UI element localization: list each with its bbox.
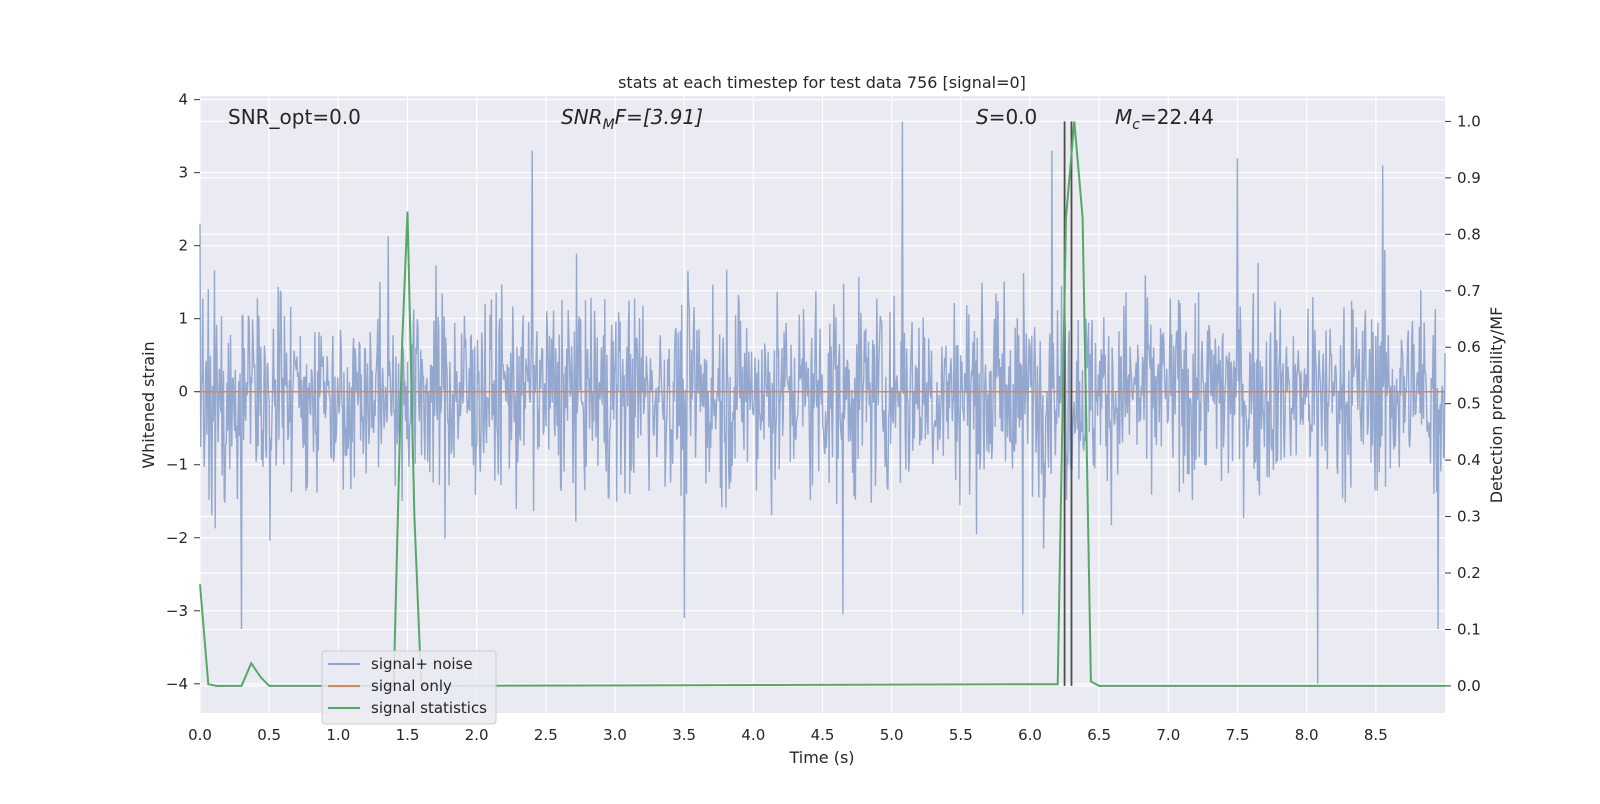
series-signal-statistics	[199, 121, 1445, 687]
x-tick-label: 3.0	[603, 726, 627, 744]
x-tick-label: 4.5	[811, 726, 835, 744]
y-left-tick-label: −1	[166, 456, 188, 474]
x-tick-label: 7.0	[1156, 726, 1180, 744]
x-tick-labels: 0.0 0.5 1.0 1.5 2.0 2.5 3.0 3.5 4.0 4.5 5.0 5.5 6.0 6…	[188, 726, 1388, 744]
vertical-markers	[1063, 121, 1073, 686]
chart-title: stats at each timestep for test data 756…	[618, 73, 1026, 92]
y-left-tick-label: −3	[166, 602, 188, 620]
legend-label-signal-only: signal only	[371, 677, 452, 695]
y-right-tick-label: 0.1	[1457, 620, 1481, 638]
x-tick-label: 8.0	[1295, 726, 1319, 744]
y-right-tick-label: 0.4	[1457, 451, 1481, 469]
legend-label-signal-statistics: signal statistics	[371, 699, 487, 717]
y-right-tick-label: 0.3	[1457, 508, 1481, 526]
x-tick-label: 6.0	[1018, 726, 1042, 744]
s-main: S	[976, 105, 989, 129]
y-left-tick-labels: 4 3 2 1 0 −1 −2 −3 −4	[166, 91, 200, 693]
x-tick-label: 2.0	[465, 726, 489, 744]
annotation-snr-opt: SNR_opt=0.0	[228, 105, 361, 129]
s-rest: =0.0	[989, 105, 1038, 129]
y-right-tick-label: 1.0	[1457, 112, 1481, 130]
x-tick-label: 7.5	[1226, 726, 1250, 744]
noise-line	[199, 121, 1446, 684]
x-tick-label: 1.0	[326, 726, 350, 744]
y-right-tick-label: 0.6	[1457, 338, 1481, 356]
x-tick-label: 2.5	[534, 726, 558, 744]
legend: signal+ noise signal only signal statist…	[321, 650, 497, 725]
y-left-tick-label: −2	[166, 529, 188, 547]
annotation-mc: Mc=22.44	[1115, 105, 1214, 133]
y-left-tick-label: 3	[178, 164, 188, 182]
x-tick-label: 4.0	[741, 726, 765, 744]
plot-area	[199, 96, 1446, 713]
x-tick-label: 0.0	[188, 726, 212, 744]
snr-mf-main: SNR	[561, 105, 603, 129]
annotation-s: S=0.0	[976, 105, 1037, 129]
y-right-tick-label: 0.0	[1457, 677, 1481, 695]
x-tick-label: 5.5	[949, 726, 973, 744]
y-right-tick-label: 0.8	[1457, 225, 1481, 243]
mc-sub: c	[1132, 117, 1140, 133]
x-tick-label: 0.5	[257, 726, 281, 744]
legend-label-signal-noise: signal+ noise	[371, 655, 473, 673]
annotation-snr-mf: SNRMF=[3.91]	[561, 105, 703, 133]
y-right-tick-labels: 1.0 0.9 0.8 0.7 0.6 0.5 0.4 0.3 0.2 0.1 0.0	[1445, 112, 1481, 695]
y-right-tick-label: 0.2	[1457, 564, 1481, 582]
y-right-tick-label: 0.9	[1457, 169, 1481, 187]
y-left-tick-label: 0	[178, 383, 188, 401]
snr-mf-rest: F=[3.91]	[615, 105, 703, 129]
series-signal-noise	[199, 121, 1446, 684]
mc-main: M	[1115, 105, 1132, 129]
x-axis-label: Time (s)	[788, 748, 854, 767]
y-axis-label-left: Whitened strain	[139, 341, 158, 468]
x-tick-label: 6.5	[1087, 726, 1111, 744]
y-left-tick-label: 4	[178, 91, 188, 109]
signal-statistics-line	[199, 121, 1445, 687]
x-tick-label: 3.5	[672, 726, 696, 744]
y-right-tick-label: 0.5	[1457, 395, 1481, 413]
mc-rest: =22.44	[1140, 105, 1214, 129]
x-tick-label: 8.5	[1364, 726, 1388, 744]
x-tick-label: 1.5	[396, 726, 420, 744]
y-left-tick-label: 2	[178, 237, 188, 255]
y-left-tick-label: −4	[166, 675, 188, 693]
y-axis-label-right: Detection probability/MF	[1487, 307, 1506, 504]
legend-box	[321, 650, 497, 725]
x-tick-label: 5.0	[880, 726, 904, 744]
snr-mf-sub: M	[603, 117, 615, 133]
y-left-tick-label: 1	[178, 310, 188, 328]
y-right-tick-label: 0.7	[1457, 282, 1481, 300]
